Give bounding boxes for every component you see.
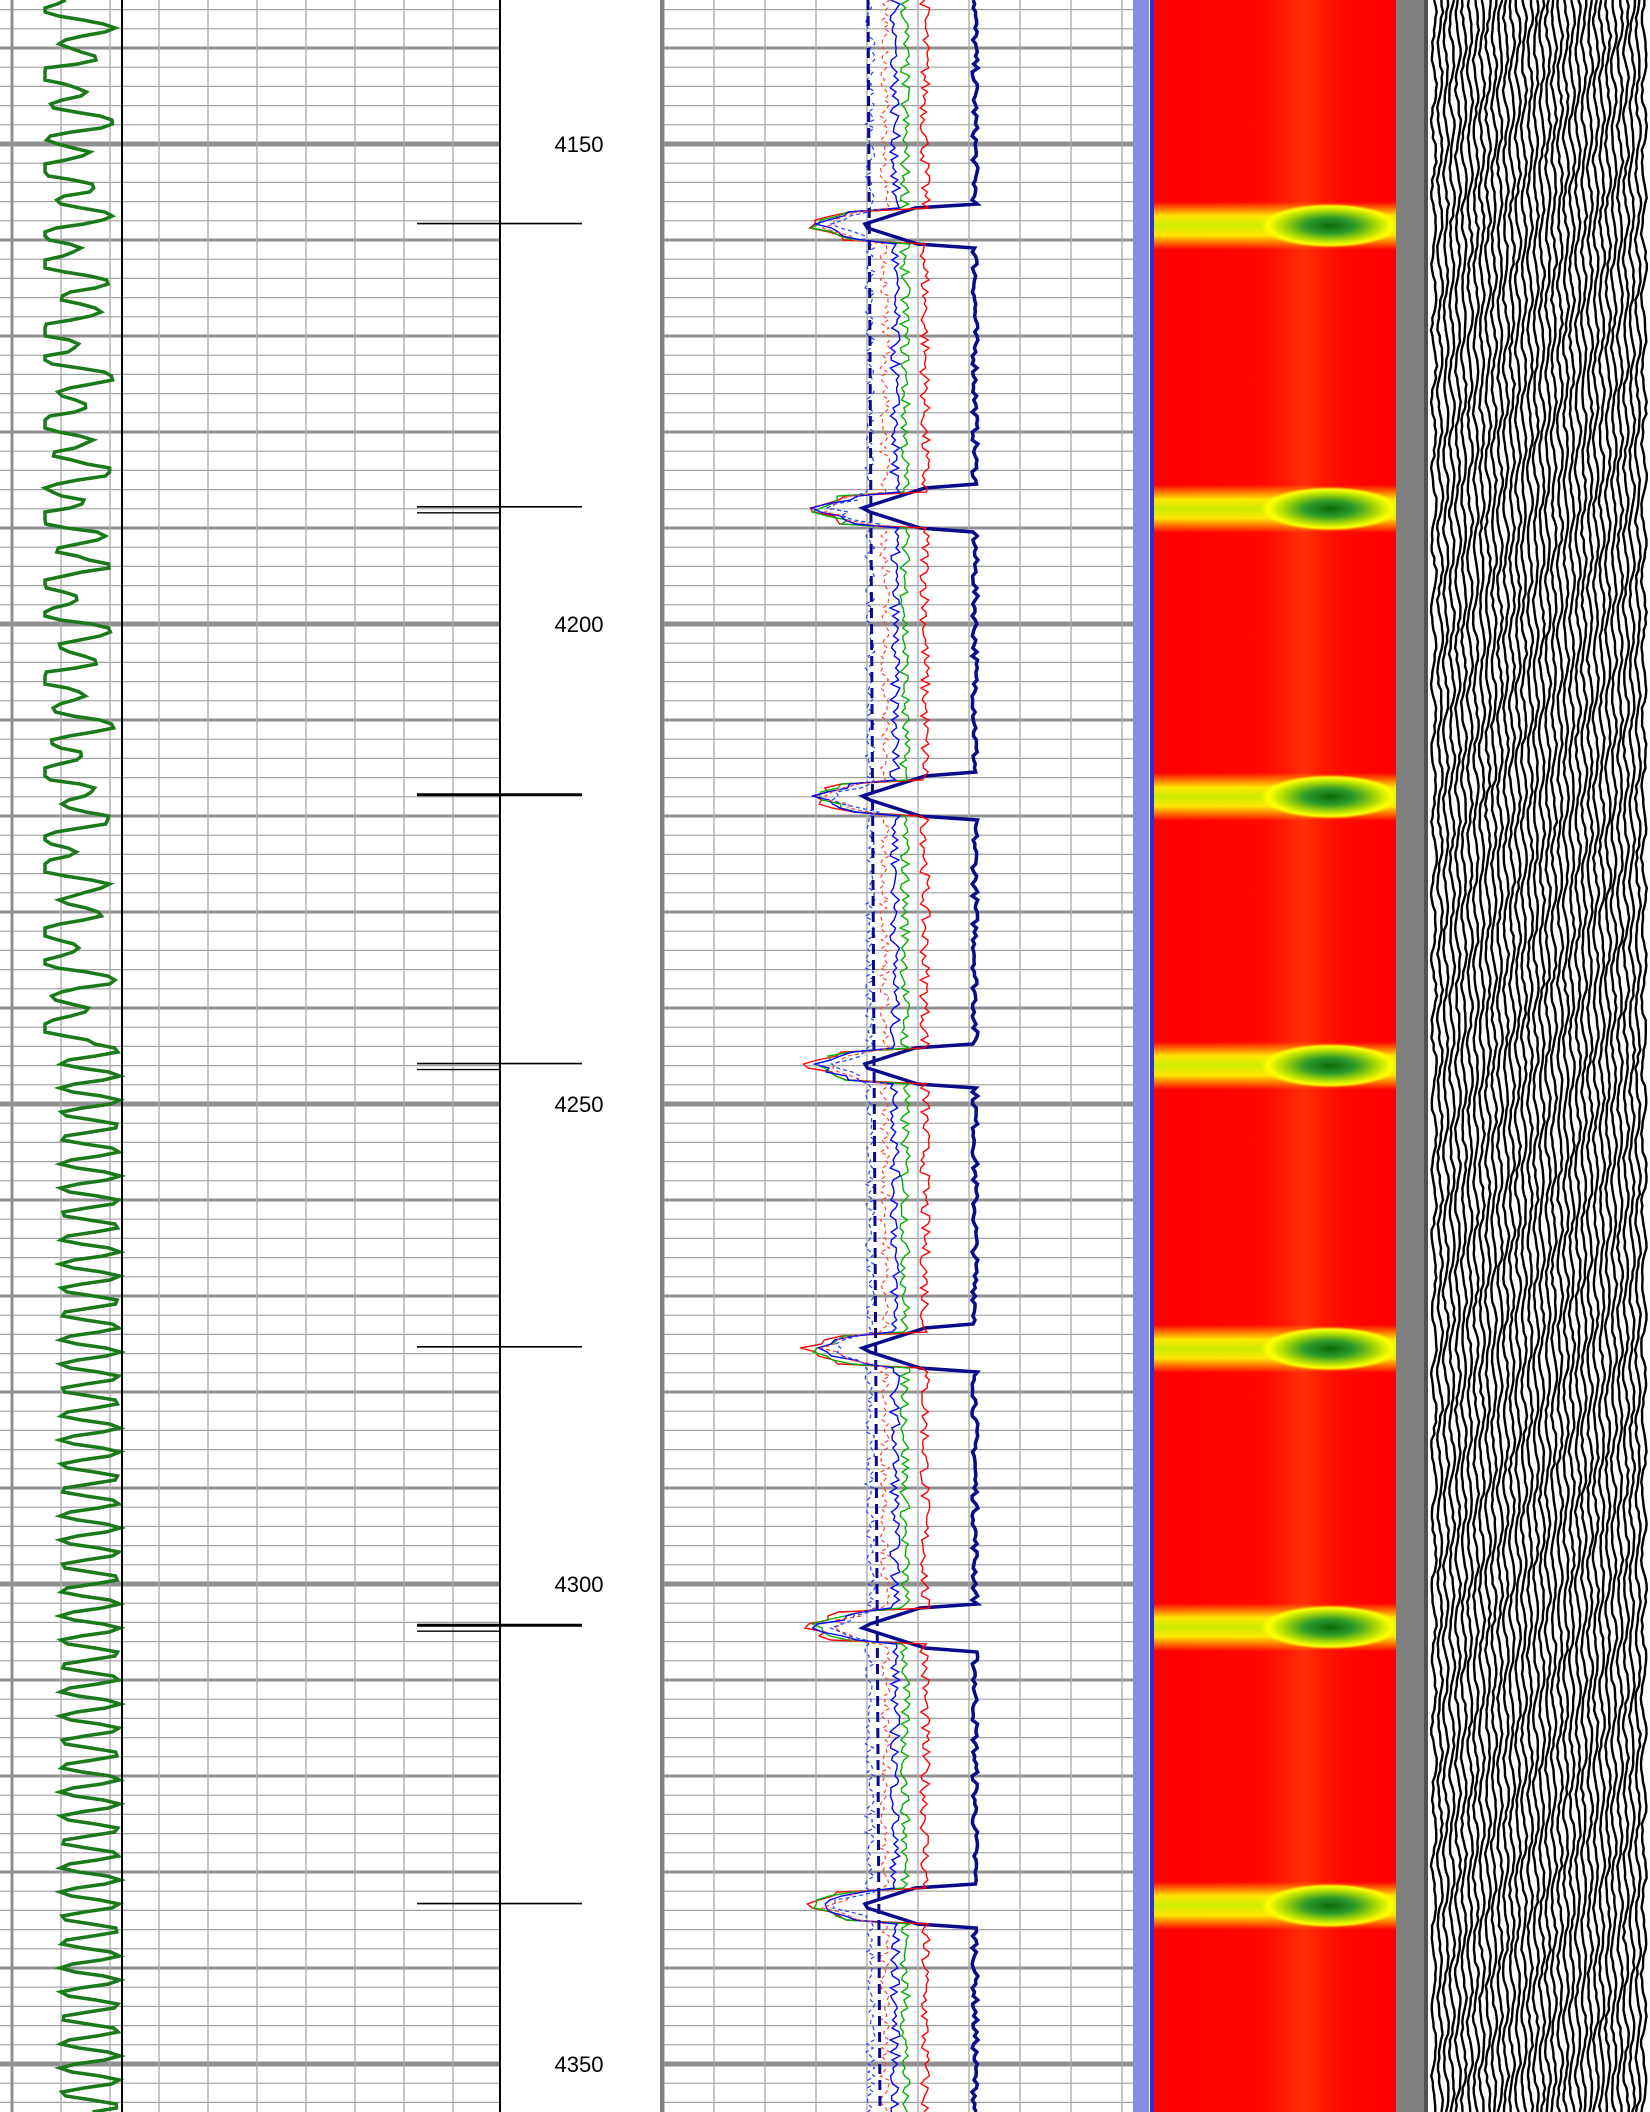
waveform-grid xyxy=(660,0,1133,2112)
seismic-trace xyxy=(1543,0,1553,2112)
depth-label: 4250 xyxy=(555,1092,604,1117)
seismic-trace xyxy=(1639,0,1649,2112)
seismic-trace xyxy=(1615,0,1625,2112)
waveform-series xyxy=(809,0,902,2112)
waveform-curves xyxy=(800,0,983,2112)
seismic-trace xyxy=(1519,0,1529,2112)
depth-label: 4300 xyxy=(555,1572,604,1597)
seismic-trace xyxy=(1603,0,1613,2112)
seismic-trace xyxy=(1567,0,1577,2112)
seismic-trace xyxy=(1609,0,1619,2112)
spectrum-peak xyxy=(1260,1605,1400,1650)
seismic-trace xyxy=(1549,0,1559,2112)
seismic-trace xyxy=(1507,0,1517,2112)
seismic-trace xyxy=(1429,0,1439,2112)
seismic-trace xyxy=(1633,0,1643,2112)
seismic-trace xyxy=(1489,0,1499,2112)
seismic-trace xyxy=(1561,0,1571,2112)
spectrum-peak xyxy=(1260,1326,1400,1371)
spectrum-peak xyxy=(1260,486,1400,531)
waveform-series xyxy=(818,0,892,2112)
spectrum-events xyxy=(1154,201,1400,1930)
seismic-trace xyxy=(1627,0,1637,2112)
seismic-trace xyxy=(1513,0,1523,2112)
waveform-series xyxy=(800,0,932,2112)
gamma-curve xyxy=(40,0,127,2112)
seismic-trace xyxy=(1579,0,1589,2112)
waveform-track xyxy=(660,0,1133,2112)
seismic-trace xyxy=(1525,0,1535,2112)
depth-labels: 4150 4200 4250 4300 4350 xyxy=(555,132,604,2077)
seismic-trace xyxy=(1453,0,1463,2112)
seismic-trace xyxy=(1621,0,1631,2112)
seismic-trace xyxy=(1477,0,1487,2112)
waveform-series xyxy=(809,0,912,2112)
seismic-trace xyxy=(1585,0,1595,2112)
depth-label: 4200 xyxy=(555,612,604,637)
reference-curve xyxy=(866,0,882,2112)
depth-track: 4150 4200 4250 4300 4350 xyxy=(417,0,660,2112)
spectrum-track xyxy=(1154,0,1400,2112)
depth-label: 4350 xyxy=(555,2052,604,2077)
seismic-trace xyxy=(1531,0,1541,2112)
seismic-trace xyxy=(1483,0,1493,2112)
spectrum-peak xyxy=(1260,203,1400,248)
quality-strip xyxy=(1133,0,1154,2112)
seismic-trace xyxy=(1501,0,1511,2112)
seismic-trace xyxy=(1573,0,1583,2112)
seismic-trace xyxy=(1471,0,1481,2112)
spectrum-peak xyxy=(1260,774,1400,819)
seismic-trace xyxy=(1495,0,1505,2112)
spectrum-peak xyxy=(1260,1043,1400,1088)
seismic-trace xyxy=(1591,0,1601,2112)
spectrum-peak xyxy=(1260,1883,1400,1928)
gamma-track xyxy=(0,0,503,2112)
seismic-trace xyxy=(1459,0,1469,2112)
seismic-trace xyxy=(1441,0,1451,2112)
seismic-traces xyxy=(1429,0,1649,2112)
seismic-trace xyxy=(1447,0,1457,2112)
seismic-trace xyxy=(1555,0,1565,2112)
seismic-trace xyxy=(1537,0,1547,2112)
seismic-track xyxy=(1428,0,1650,2112)
depth-label: 4150 xyxy=(555,132,604,157)
depth-event-ticks xyxy=(417,222,582,1905)
seismic-trace xyxy=(1435,0,1445,2112)
seismic-trace xyxy=(1465,0,1475,2112)
waveform-series xyxy=(858,0,983,2112)
separator xyxy=(1396,0,1424,2112)
seismic-trace xyxy=(1597,0,1607,2112)
